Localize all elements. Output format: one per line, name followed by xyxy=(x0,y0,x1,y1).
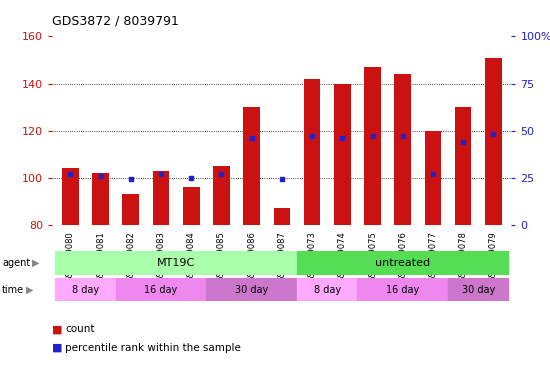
Point xyxy=(398,133,407,139)
Point xyxy=(338,135,346,141)
Text: agent: agent xyxy=(2,258,30,268)
Bar xyxy=(425,131,441,225)
Bar xyxy=(116,278,206,301)
Text: MT19C: MT19C xyxy=(157,258,195,268)
Point xyxy=(459,139,468,145)
Bar xyxy=(153,170,169,225)
Bar xyxy=(304,79,321,225)
Bar xyxy=(297,251,509,275)
Text: time: time xyxy=(2,285,24,295)
Bar xyxy=(213,166,230,225)
Text: ▶: ▶ xyxy=(26,285,34,295)
Bar xyxy=(334,84,350,225)
Point xyxy=(277,176,286,182)
Bar xyxy=(62,168,79,225)
Bar xyxy=(273,208,290,225)
Text: GDS3872 / 8039791: GDS3872 / 8039791 xyxy=(52,15,179,28)
Bar xyxy=(243,107,260,225)
Text: percentile rank within the sample: percentile rank within the sample xyxy=(65,343,241,353)
Bar xyxy=(358,278,448,301)
Bar xyxy=(485,58,502,225)
Text: 16 day: 16 day xyxy=(145,285,178,295)
Bar xyxy=(55,278,116,301)
Text: ■: ■ xyxy=(52,324,63,334)
Bar xyxy=(55,251,297,275)
Bar xyxy=(394,74,411,225)
Text: 30 day: 30 day xyxy=(235,285,268,295)
Bar xyxy=(455,107,471,225)
Bar xyxy=(206,278,297,301)
Bar xyxy=(297,278,358,301)
Point xyxy=(126,176,135,182)
Point xyxy=(368,133,377,139)
Point xyxy=(489,131,498,137)
Text: 8 day: 8 day xyxy=(314,285,341,295)
Text: ▶: ▶ xyxy=(32,258,40,268)
Point xyxy=(66,171,75,177)
Bar xyxy=(92,173,109,225)
Text: untreated: untreated xyxy=(375,258,430,268)
Point xyxy=(96,173,105,179)
Bar xyxy=(448,278,509,301)
Point xyxy=(217,171,226,177)
Text: count: count xyxy=(65,324,95,334)
Point xyxy=(428,171,437,177)
Point xyxy=(157,171,166,177)
Point xyxy=(187,175,196,181)
Point xyxy=(307,133,316,139)
Text: 8 day: 8 day xyxy=(72,285,99,295)
Text: 30 day: 30 day xyxy=(461,285,495,295)
Text: 16 day: 16 day xyxy=(386,285,419,295)
Bar xyxy=(364,67,381,225)
Bar xyxy=(123,194,139,225)
Point xyxy=(248,135,256,141)
Bar xyxy=(183,187,200,225)
Text: ■: ■ xyxy=(52,343,63,353)
